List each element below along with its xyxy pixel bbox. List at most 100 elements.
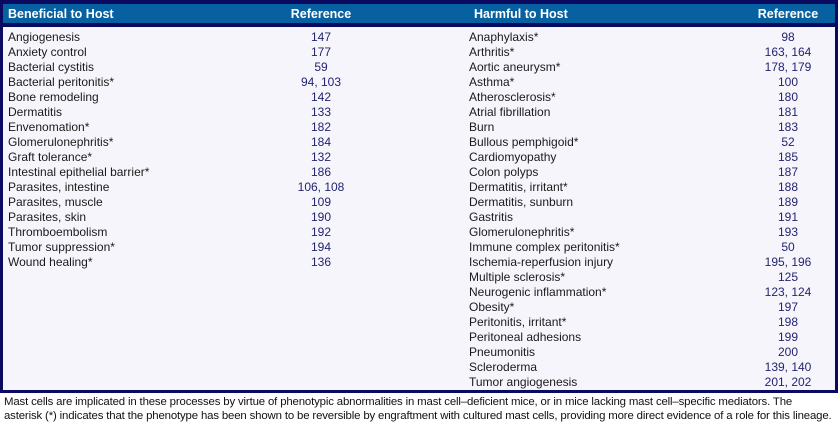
table-row: Multiple sclerosis* 125 xyxy=(469,270,835,285)
table-row: Anaphylaxis* 98 xyxy=(469,30,835,45)
reference-numbers: 142 xyxy=(310,90,332,104)
condition-name: Dermatitis, irritant* xyxy=(469,180,568,194)
table-row: Parasites, skin 190 xyxy=(3,210,371,225)
reference-numbers: 50 xyxy=(781,240,795,254)
condition-name: Angiogenesis xyxy=(8,30,81,44)
table-row: Anxiety control 177 xyxy=(3,45,371,60)
condition-name: Glomerulonephritis* xyxy=(469,225,575,239)
table-row: Intestinal epithelial barrier* 186 xyxy=(3,165,371,180)
reference-numbers: 188 xyxy=(777,180,799,194)
column-header-harmful-to-host: Harmful to Host xyxy=(474,6,568,21)
condition-name: Tumor angiogenesis xyxy=(469,375,578,389)
table-row: Aortic aneurysm* 178, 179 xyxy=(469,60,835,75)
table-row: Tumor angiogenesis 201, 202 xyxy=(469,375,835,390)
reference-numbers: 52 xyxy=(781,135,795,149)
reference-numbers: 189 xyxy=(777,195,799,209)
condition-name: Bullous pemphigoid* xyxy=(469,135,579,149)
table-row: Gastritis 191 xyxy=(469,210,835,225)
reference-numbers: 183 xyxy=(777,120,799,134)
condition-name: Peritoneal adhesions xyxy=(469,330,582,344)
reference-numbers: 100 xyxy=(777,75,799,89)
table-header-row: Beneficial to Host Reference Harmful to … xyxy=(3,0,835,27)
reference-numbers: 199 xyxy=(777,330,799,344)
reference-numbers: 194 xyxy=(310,240,332,254)
condition-name: Immune complex peritonitis* xyxy=(469,240,620,254)
reference-numbers: 178, 179 xyxy=(764,60,812,74)
condition-name: Wound healing* xyxy=(8,255,93,269)
table-row: Parasites, muscle 109 xyxy=(3,195,371,210)
condition-name: Parasites, intestine xyxy=(8,180,110,194)
table-row: Arthritis* 163, 164 xyxy=(469,45,835,60)
column-header-reference-right: Reference xyxy=(757,6,819,21)
table-row: Peritonitis, irritant* 198 xyxy=(469,315,835,330)
condition-name: Bacterial cystitis xyxy=(8,60,95,74)
table-row: Ischemia-reperfusion injury 195, 196 xyxy=(469,255,835,270)
harmful-column: Anaphylaxis* 98 Arthritis* 163, 164 Aortic a… xyxy=(419,30,835,390)
condition-name: Glomerulonephritis* xyxy=(8,135,114,149)
reference-numbers: 193 xyxy=(777,225,799,239)
condition-name: Graft tolerance* xyxy=(8,150,93,164)
condition-name: Asthma* xyxy=(469,75,515,89)
reference-numbers: 109 xyxy=(310,195,332,209)
table-row: Glomerulonephritis* 184 xyxy=(3,135,371,150)
header-beneficial-group: Beneficial to Host Reference xyxy=(3,4,419,23)
table-row: Atrial fibrillation 181 xyxy=(469,105,835,120)
column-header-beneficial-to-host: Beneficial to Host xyxy=(8,6,114,21)
table-row: Dermatitis, irritant* 188 xyxy=(469,180,835,195)
condition-name: Ischemia-reperfusion injury xyxy=(469,255,614,269)
table-row: Immune complex peritonitis* 50 xyxy=(469,240,835,255)
table-footnote: Mast cells are implicated in these proce… xyxy=(0,393,838,424)
table-body: Angiogenesis 147 Anxiety control 177 Bacteri… xyxy=(3,27,835,393)
table-row: Glomerulonephritis* 193 xyxy=(469,225,835,240)
footnote-text: Mast cells are implicated in these proce… xyxy=(4,396,832,422)
condition-name: Anaphylaxis* xyxy=(469,30,539,44)
table-row: Dermatitis 133 xyxy=(3,105,371,120)
table-row: Peritoneal adhesions 199 xyxy=(469,330,835,345)
table-row: Colon polyps 187 xyxy=(469,165,835,180)
condition-name: Pneumonitis xyxy=(469,345,536,359)
condition-name: Intestinal epithelial barrier* xyxy=(8,165,150,179)
condition-name: Bacterial peritonitis* xyxy=(8,75,115,89)
reference-numbers: 201, 202 xyxy=(764,375,812,389)
beneficial-column: Angiogenesis 147 Anxiety control 177 Bacteri… xyxy=(3,30,419,390)
reference-numbers: 136 xyxy=(310,255,332,269)
condition-name: Multiple sclerosis* xyxy=(469,270,566,284)
reference-numbers: 59 xyxy=(314,60,328,74)
condition-name: Scleroderma xyxy=(469,360,538,374)
reference-numbers: 163, 164 xyxy=(764,45,812,59)
reference-numbers: 123, 124 xyxy=(764,285,812,299)
reference-numbers: 132 xyxy=(310,150,332,164)
reference-numbers: 200 xyxy=(777,345,799,359)
condition-name: Colon polyps xyxy=(469,165,539,179)
reference-numbers: 190 xyxy=(310,210,332,224)
table-row: Bullous pemphigoid* 52 xyxy=(469,135,835,150)
column-header-reference-left: Reference xyxy=(290,6,352,21)
table-row: Tumor suppression* 194 xyxy=(3,240,371,255)
reference-numbers: 186 xyxy=(310,165,332,179)
condition-name: Aortic aneurysm* xyxy=(469,60,561,74)
reference-numbers: 195, 196 xyxy=(764,255,812,269)
reference-numbers: 139, 140 xyxy=(764,360,812,374)
table-row: Bacterial cystitis 59 xyxy=(3,60,371,75)
table-row: Burn 183 xyxy=(469,120,835,135)
reference-numbers: 147 xyxy=(310,30,332,44)
condition-name: Atrial fibrillation xyxy=(469,105,551,119)
table-row: Graft tolerance* 132 xyxy=(3,150,371,165)
condition-name: Dermatitis, sunburn xyxy=(469,195,574,209)
reference-numbers: 133 xyxy=(310,105,332,119)
condition-name: Obesity* xyxy=(469,300,515,314)
table-row: Dermatitis, sunburn 189 xyxy=(469,195,835,210)
condition-name: Dermatitis xyxy=(8,105,63,119)
reference-numbers: 197 xyxy=(777,300,799,314)
table-row: Bacterial peritonitis* 94, 103 xyxy=(3,75,371,90)
condition-name: Parasites, muscle xyxy=(8,195,103,209)
condition-name: Cardiomyopathy xyxy=(469,150,557,164)
condition-name: Peritonitis, irritant* xyxy=(469,315,567,329)
table-row: Wound healing* 136 xyxy=(3,255,371,270)
condition-name: Thromboembolism xyxy=(8,225,108,239)
reference-numbers: 98 xyxy=(781,30,795,44)
table-row: Obesity* 197 xyxy=(469,300,835,315)
condition-name: Neurogenic inflammation* xyxy=(469,285,607,299)
table-row: Bone remodeling 142 xyxy=(3,90,371,105)
